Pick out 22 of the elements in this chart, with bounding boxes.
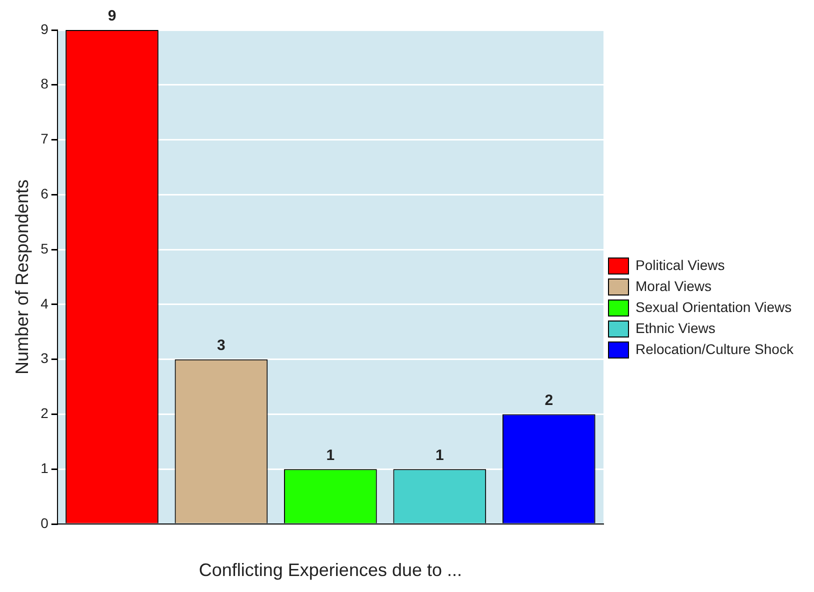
data-label: 2 xyxy=(544,392,554,409)
y-tick-label: 6 xyxy=(40,186,49,202)
y-tick-label: 5 xyxy=(40,240,49,256)
y-tick-label: 8 xyxy=(40,76,49,92)
y-tick-label: 4 xyxy=(40,295,49,312)
y-tick-label: 9 xyxy=(40,20,49,37)
legend-label: Political Views xyxy=(636,256,725,273)
data-label: 1 xyxy=(435,446,444,464)
x-axis-title: Conflicting Experiences due to ... xyxy=(198,560,462,580)
y-axis-title: Number of Respondents xyxy=(12,179,32,375)
legend-label: Relocation/Culture Shock xyxy=(636,340,794,357)
y-tick-label: 1 xyxy=(40,460,49,476)
data-label: 1 xyxy=(326,446,335,464)
y-tick-label: 7 xyxy=(40,130,49,147)
data-label: 3 xyxy=(217,336,226,354)
legend-label: Sexual Orientation Views xyxy=(636,298,792,315)
legend-label: Ethnic Views xyxy=(636,320,716,336)
data-label: 9 xyxy=(108,8,116,25)
y-tick-label: 0 xyxy=(40,514,49,531)
y-tick-label: 3 xyxy=(40,350,49,366)
y-tick-label: 2 xyxy=(40,405,49,422)
legend-label: Moral Views xyxy=(636,278,712,294)
